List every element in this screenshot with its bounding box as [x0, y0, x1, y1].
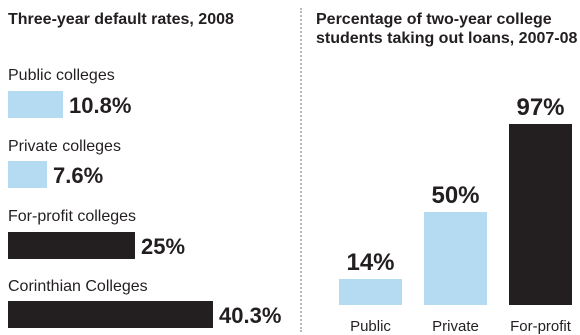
- bar-public-colleges: [8, 91, 63, 118]
- column-for-profit: [509, 124, 572, 305]
- column-private: [424, 212, 487, 305]
- column-category-private: Private: [432, 318, 479, 335]
- value-label-public-colleges: 10.8%: [69, 93, 132, 118]
- panel-divider: [300, 8, 302, 332]
- category-label-for-profit-colleges: For-profit colleges: [8, 208, 137, 225]
- category-label-public-colleges: Public colleges: [8, 67, 115, 84]
- value-label-corinthian-colleges: 40.3%: [219, 303, 282, 328]
- column-public: [339, 279, 402, 305]
- column-value-private: 50%: [431, 182, 479, 209]
- category-label-corinthian-colleges: Corinthian Colleges: [8, 278, 148, 295]
- bar-corinthian-colleges: [8, 301, 213, 328]
- value-label-private-colleges: 7.6%: [53, 163, 104, 188]
- column-category-for-profit: For-profit: [510, 318, 572, 335]
- value-label-for-profit-colleges: 25%: [141, 234, 186, 259]
- default-rates-title: Three-year default rates, 2008: [8, 11, 234, 28]
- column-category-public: Public: [350, 318, 391, 335]
- bar-for-profit-colleges: [8, 232, 135, 259]
- loans-chart-title: Percentage of two-year college students …: [316, 11, 578, 47]
- column-value-public: 14%: [346, 249, 394, 276]
- bar-private-colleges: [8, 161, 47, 188]
- column-value-for-profit: 97%: [516, 94, 564, 121]
- category-label-private-colleges: Private colleges: [8, 138, 121, 155]
